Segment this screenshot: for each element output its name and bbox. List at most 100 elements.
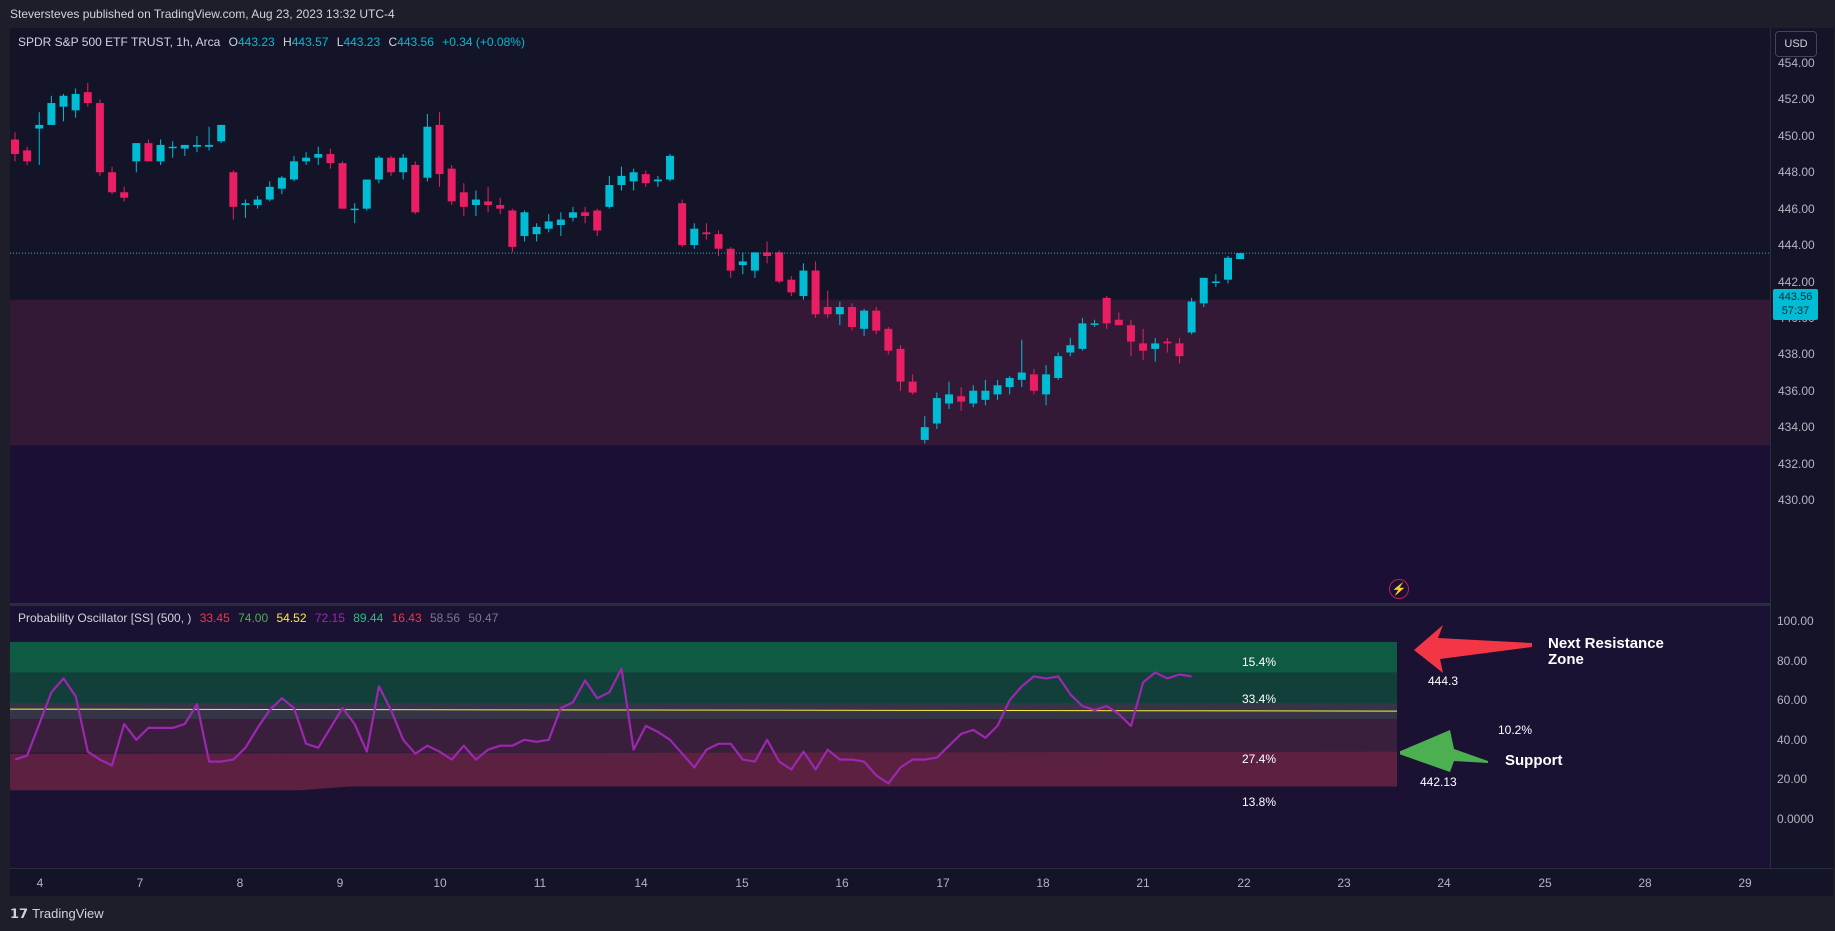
candle [1029,368,1038,395]
candlestick-chart[interactable] [10,28,1770,603]
candle [605,175,614,209]
candle-body [532,226,541,235]
candle [338,161,347,209]
candle [860,308,869,337]
tradingview-logo[interactable]: 𝟭𝟳 TradingView [10,906,104,922]
time-axis-label: 29 [1738,876,1752,890]
candle-body [120,192,129,198]
oscillator-axis-label: 100.00 [1777,614,1814,628]
candle-body [860,310,869,329]
oscillator-legend[interactable]: Probability Oscillator [SS] (500, ) 33.4… [18,611,503,625]
high-value: 443.57 [291,35,329,49]
candle-body [59,95,68,107]
time-axis-label: 9 [336,876,344,890]
candle-body [847,306,856,328]
candle-body [678,203,687,246]
time-axis-label: 24 [1437,876,1451,890]
candle [326,148,335,169]
resistance-line-2: Zone [1548,651,1584,668]
oscillator-title[interactable]: Probability Oscillator [SS] (500, ) [18,611,192,625]
time-axis[interactable]: 4 7 8 9 10 11 14 15 16 17 18 21 22 23 24 25 28 29 [10,868,1833,897]
time-axis-label: 16 [835,876,849,890]
time-axis-label: 21 [1136,876,1150,890]
support-arrow-icon[interactable] [1400,730,1488,772]
candle-body [666,155,675,180]
candle [823,290,832,318]
symbol-title[interactable]: SPDR S&P 500 ETF TRUST, 1h, Arca [18,35,221,49]
candle-body [1163,341,1172,344]
candle-body [205,144,214,147]
candle-body [957,396,966,402]
price-axis-label: 438.00 [1778,347,1815,362]
candle-body [108,172,117,193]
oscillator-midline [10,708,1398,712]
candle [847,303,856,331]
candle [120,186,129,202]
candle [1175,337,1184,364]
currency-button[interactable]: USD [1775,31,1817,57]
candle-body [459,192,468,207]
candle-body [1029,374,1038,391]
candle [581,206,590,224]
candle [374,155,383,184]
last-price-tag: 443.56 57:37 [1773,289,1818,320]
candle-body [1017,372,1026,380]
candle [714,230,723,257]
candle [83,83,92,107]
candle-body [1078,323,1087,349]
open-value: 443.23 [238,35,275,49]
candle-body [629,172,638,182]
symbol-legend[interactable]: SPDR S&P 500 ETF TRUST, 1h, Arca O443.23… [18,35,525,49]
time-axis-label: 25 [1538,876,1552,890]
price-axis-label: 436.00 [1778,383,1815,398]
candle [350,203,359,224]
candle-body [168,146,177,149]
oscillator-axis-label: 0.0000 [1777,812,1814,826]
osc-value-2: 74.00 [238,611,269,625]
top-probability-zone [10,641,1397,673]
candle [726,246,735,278]
pane-separator[interactable] [10,603,1833,606]
price-axis-label: 444.00 [1778,238,1815,253]
osc-value-4: 72.15 [314,611,345,625]
candle-body [932,398,941,424]
candle-body [508,210,517,247]
candle-body [556,219,565,226]
candle [496,197,505,215]
candle-body [387,157,396,173]
candle [641,170,650,187]
candle [1199,277,1208,307]
time-axis-label: 14 [634,876,648,890]
candle [411,161,420,215]
candle-body [265,186,274,200]
osc-value-7: 58.56 [430,611,461,625]
resistance-line-1: Next Resistance [1548,635,1664,652]
candle [908,374,917,395]
osc-value-5: 89.44 [353,611,384,625]
candle [981,379,990,406]
high-label: H [283,35,292,49]
resistance-annotation: Next Resistance Zone [1548,636,1664,668]
candle [1090,319,1099,328]
resistance-arrow-icon[interactable] [1414,625,1532,673]
candle [205,126,214,151]
candle [799,263,808,300]
candle [811,261,820,318]
candle [957,387,966,411]
candle [387,155,396,176]
candle [314,146,323,165]
price-axis[interactable]: 454.00 452.00 450.00 448.00 446.00 444.00 442.… [1770,28,1834,868]
price-pane[interactable] [10,28,1770,603]
candle-body [302,157,311,162]
candle [775,250,784,284]
time-axis-label: 23 [1337,876,1351,890]
candle [556,212,565,236]
oscillator-chart[interactable] [10,606,1770,868]
candle-body [362,179,371,209]
candle-body [981,390,990,400]
candle [508,208,517,253]
lightning-icon[interactable]: ⚡ [1389,579,1409,599]
candle-body [289,161,298,180]
zone-label-lower: 27.4% [1242,752,1277,766]
candle [896,345,905,391]
